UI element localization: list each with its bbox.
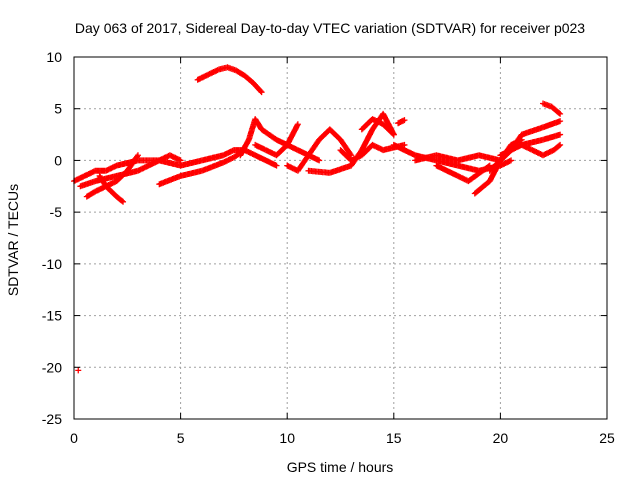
series-track-u bbox=[540, 100, 564, 117]
data-point bbox=[454, 162, 481, 174]
data-point bbox=[145, 158, 161, 169]
data-point bbox=[540, 132, 562, 143]
data-point bbox=[508, 157, 515, 164]
data-point bbox=[337, 147, 354, 163]
data-point bbox=[557, 118, 564, 125]
data-point bbox=[113, 168, 130, 185]
data-point bbox=[96, 172, 109, 189]
data-point bbox=[358, 142, 375, 159]
data-point bbox=[486, 158, 503, 174]
y-tick-label: 0 bbox=[54, 152, 62, 168]
y-tick-label: -15 bbox=[42, 308, 62, 324]
data-point bbox=[273, 162, 280, 169]
data-point bbox=[390, 131, 397, 138]
data-point bbox=[83, 189, 98, 200]
y-tick-label: 5 bbox=[54, 101, 62, 117]
x-axis-label: GPS time / hours bbox=[287, 459, 394, 475]
data-point bbox=[205, 67, 221, 78]
data-point bbox=[305, 137, 322, 159]
series-outlier bbox=[75, 367, 82, 374]
data-point bbox=[518, 124, 545, 138]
data-point bbox=[548, 103, 562, 116]
grid bbox=[74, 57, 607, 419]
data-point bbox=[75, 367, 82, 374]
data-point bbox=[220, 155, 236, 166]
series-track-t bbox=[497, 131, 564, 159]
x-tick-label: 15 bbox=[386, 430, 402, 446]
data-point bbox=[557, 131, 564, 138]
data-point bbox=[550, 142, 562, 154]
data-point bbox=[252, 152, 279, 168]
data-point bbox=[103, 183, 119, 199]
data-point bbox=[316, 157, 323, 164]
data-point bbox=[540, 118, 562, 131]
y-tick-label: -20 bbox=[42, 359, 62, 375]
data-point bbox=[113, 193, 125, 204]
series-track-i bbox=[284, 126, 355, 174]
data-point bbox=[401, 141, 408, 148]
data-points bbox=[71, 64, 564, 374]
x-tick-label: 0 bbox=[70, 430, 78, 446]
y-tick-label: -10 bbox=[42, 256, 62, 272]
data-point bbox=[358, 117, 375, 133]
data-point bbox=[241, 72, 255, 85]
data-point bbox=[177, 157, 184, 164]
data-point bbox=[557, 110, 564, 117]
data-point bbox=[77, 178, 97, 190]
data-point bbox=[284, 122, 301, 148]
data-point bbox=[380, 121, 396, 137]
series-track-p bbox=[433, 162, 493, 185]
series-track-f bbox=[194, 64, 265, 96]
data-point bbox=[252, 141, 268, 153]
data-point bbox=[401, 117, 408, 124]
data-point bbox=[273, 142, 290, 159]
data-point bbox=[557, 141, 564, 148]
data-point bbox=[258, 89, 265, 96]
data-point bbox=[294, 121, 301, 128]
data-point bbox=[326, 163, 353, 176]
data-point bbox=[198, 160, 225, 174]
data-point bbox=[390, 141, 417, 158]
series-track-h bbox=[252, 121, 301, 159]
series-track-d bbox=[96, 172, 127, 205]
y-tick-label: -5 bbox=[50, 204, 63, 220]
data-point bbox=[177, 157, 204, 169]
x-tick-label: 20 bbox=[493, 430, 509, 446]
y-tick-label: -25 bbox=[42, 411, 62, 427]
data-point bbox=[120, 198, 127, 205]
y-tick-label: 10 bbox=[46, 49, 62, 65]
series-track-l bbox=[358, 116, 397, 138]
data-point bbox=[134, 152, 141, 159]
data-point bbox=[358, 127, 375, 154]
y-axis-label: SDTVAR / TECUs bbox=[5, 184, 21, 296]
series-track-m bbox=[395, 117, 408, 127]
data-point bbox=[326, 126, 343, 142]
chart-title: Day 063 of 2017, Sidereal Day-to-day VTE… bbox=[75, 20, 585, 36]
data-point bbox=[471, 179, 492, 197]
data-point bbox=[294, 153, 311, 174]
data-point bbox=[316, 127, 332, 143]
data-point bbox=[250, 79, 264, 95]
data-point bbox=[433, 162, 460, 179]
data-point bbox=[252, 116, 264, 132]
data-point bbox=[258, 126, 279, 142]
data-point bbox=[518, 137, 545, 148]
data-point bbox=[233, 67, 247, 78]
data-point bbox=[465, 163, 492, 185]
x-tick-label: 5 bbox=[177, 430, 185, 446]
x-tick-label: 25 bbox=[599, 430, 615, 446]
series-track-b bbox=[77, 152, 184, 190]
data-point bbox=[337, 136, 354, 158]
data-point bbox=[237, 137, 252, 159]
plot-frame bbox=[73, 56, 608, 420]
data-point bbox=[156, 173, 183, 188]
data-point bbox=[497, 142, 524, 159]
data-point bbox=[124, 153, 141, 174]
x-tick-label: 10 bbox=[279, 430, 295, 446]
axis-ticks: 0 5 10 15 20 25 -25 -20 -15 -10 -5 0 5 10 bbox=[42, 49, 615, 446]
